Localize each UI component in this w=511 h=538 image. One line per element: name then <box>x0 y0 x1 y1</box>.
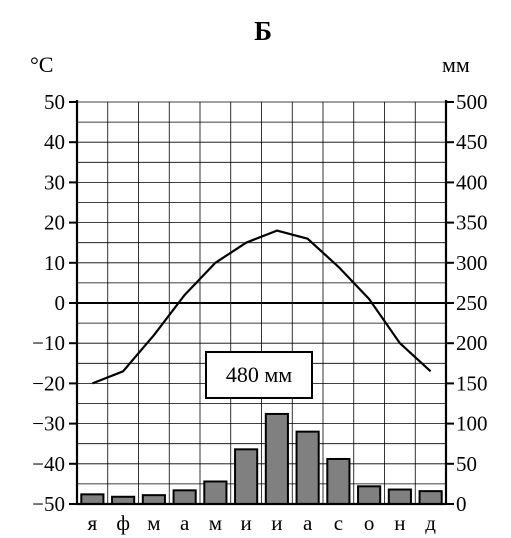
annual-precipitation-annotation: 480 мм <box>205 351 313 399</box>
annotation-box <box>205 351 313 399</box>
y-right-tick-label: 500 <box>456 90 488 114</box>
y-right-tick-label: 200 <box>456 331 488 355</box>
y-left-tick-label: 50 <box>44 90 65 114</box>
precipitation-bar <box>203 480 228 506</box>
y-right-tick-label: 450 <box>456 130 488 154</box>
y-left-tick-label: 20 <box>44 211 65 235</box>
month-label: д <box>425 511 436 535</box>
precipitation-bar <box>141 494 166 506</box>
month-label: а <box>180 511 190 535</box>
y-left-tick-label: 0 <box>55 291 66 315</box>
y-right-tick-label: 100 <box>456 412 488 436</box>
month-label: м <box>209 511 222 535</box>
month-label: я <box>88 511 98 535</box>
precipitation-bar <box>234 448 259 506</box>
y-right-tick-label: 400 <box>456 170 488 194</box>
y-left-tick-label: 10 <box>44 251 65 275</box>
y-right-tick-label: 300 <box>456 251 488 275</box>
y-right-tick-label: 50 <box>456 452 477 476</box>
temperature-series-line <box>91 229 432 385</box>
precipitation-bar <box>172 489 197 506</box>
month-label: н <box>394 511 405 535</box>
precipitation-bar <box>295 430 320 506</box>
y-left-tick-label: 30 <box>44 170 65 194</box>
month-label: и <box>241 511 252 535</box>
y-left-tick-label: −10 <box>32 331 65 355</box>
temperature-line <box>91 229 432 385</box>
chart-title: Б <box>254 16 272 46</box>
annual-precipitation-total: 480 мм <box>226 362 292 387</box>
precipitation-bar <box>326 457 351 506</box>
y-left-tick-label: −30 <box>32 412 65 436</box>
precipitation-bar <box>357 485 382 506</box>
precipitation-bar <box>264 412 289 505</box>
month-label: м <box>147 511 160 535</box>
y-left-tick-label: −40 <box>32 452 65 476</box>
y-axis-left-ticks: 50 40 30 20 10 0 −10 −20 −30 −40 −50 <box>32 90 77 516</box>
y-left-tick-label: −50 <box>32 492 65 516</box>
y-right-tick-label: 150 <box>456 371 488 395</box>
month-label: с <box>334 511 343 535</box>
month-label: и <box>271 511 282 535</box>
month-label: а <box>303 511 313 535</box>
precipitation-bar <box>80 493 105 505</box>
y-right-tick-label: 0 <box>456 492 467 516</box>
precipitation-bar <box>387 488 412 506</box>
y-right-tick-label: 350 <box>456 211 488 235</box>
precipitation-bar <box>418 490 443 505</box>
y-right-tick-label: 250 <box>456 291 488 315</box>
y-axis-right-label: мм <box>442 52 470 77</box>
month-label: ф <box>116 511 130 535</box>
y-left-tick-label: −20 <box>32 371 65 395</box>
month-label: о <box>364 511 375 535</box>
y-left-tick-label: 40 <box>44 130 65 154</box>
y-axis-left-label: °C <box>30 52 53 77</box>
